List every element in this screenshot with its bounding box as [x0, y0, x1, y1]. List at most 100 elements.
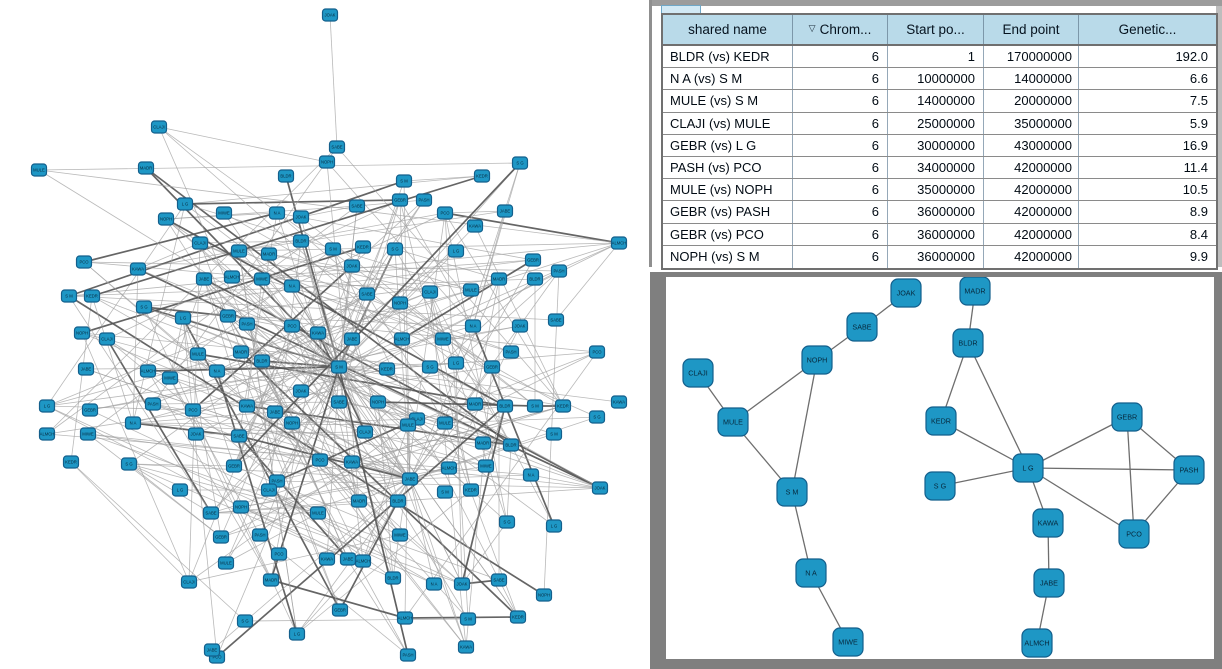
node-shape[interactable]	[77, 362, 95, 376]
network-node[interactable]: GEBR	[524, 253, 542, 267]
network-node[interactable]: L G	[447, 356, 465, 370]
network-node[interactable]: GEBR	[391, 193, 409, 207]
node-shape[interactable]	[331, 603, 349, 617]
node-shape[interactable]	[120, 457, 138, 471]
node-shape[interactable]	[73, 326, 91, 340]
node-shape[interactable]	[535, 588, 553, 602]
node-shape[interactable]	[399, 418, 417, 432]
node-shape[interactable]	[1012, 453, 1044, 483]
table-cell[interactable]: 42000000	[984, 223, 1079, 245]
node-shape[interactable]	[502, 345, 520, 359]
node-shape[interactable]	[232, 345, 250, 359]
node-shape[interactable]	[496, 204, 514, 218]
node-shape[interactable]	[399, 648, 417, 662]
node-shape[interactable]	[776, 477, 808, 507]
network-node[interactable]: CLAJI	[421, 285, 439, 299]
table-cell[interactable]: PASH (vs) PCO	[663, 156, 793, 179]
node-shape[interactable]	[260, 247, 278, 261]
table-cell[interactable]: 35000000	[888, 179, 984, 201]
node-shape[interactable]	[496, 399, 514, 413]
node-shape[interactable]	[1032, 508, 1064, 538]
table-row[interactable]: GEBR (vs) PCO 6 36000000 42000000 8.4	[663, 223, 1216, 246]
network-node[interactable]: S M	[545, 427, 563, 441]
network-node[interactable]: KAWA	[318, 552, 336, 566]
network-node[interactable]: S G	[386, 242, 404, 256]
network-node[interactable]: MADR	[466, 397, 484, 411]
node-shape[interactable]	[343, 259, 361, 273]
network-node[interactable]: MULE	[717, 407, 749, 437]
network-node[interactable]: MULE	[230, 244, 248, 258]
network-node[interactable]: MADR	[137, 161, 155, 175]
node-shape[interactable]	[473, 169, 491, 183]
node-shape[interactable]	[343, 455, 361, 469]
node-shape[interactable]	[212, 530, 230, 544]
node-shape[interactable]	[369, 395, 387, 409]
table-cell[interactable]: 6	[793, 156, 888, 179]
table-row[interactable]: GEBR (vs) L G 6 30000000 43000000 16.9	[663, 134, 1216, 157]
node-shape[interactable]	[350, 494, 368, 508]
node-shape[interactable]	[208, 364, 226, 378]
table-cell[interactable]: 170000000	[984, 46, 1079, 68]
node-shape[interactable]	[436, 206, 454, 220]
node-shape[interactable]	[588, 410, 606, 424]
node-shape[interactable]	[389, 494, 407, 508]
table-row[interactable]: GEBR (vs) PASH 6 36000000 42000000 8.9	[663, 201, 1216, 224]
node-shape[interactable]	[511, 156, 529, 170]
network-node[interactable]: NOPH	[391, 296, 409, 310]
table-cell[interactable]: 6	[793, 201, 888, 223]
network-node[interactable]: GEBR	[219, 309, 237, 323]
node-shape[interactable]	[253, 272, 271, 286]
network-node[interactable]: NOPH	[535, 588, 553, 602]
network-node[interactable]: PASH	[550, 264, 568, 278]
node-shape[interactable]	[268, 206, 286, 220]
network-node[interactable]: JABE	[496, 204, 514, 218]
network-node[interactable]: ALMCH	[38, 427, 56, 441]
network-edge[interactable]	[1126, 416, 1135, 535]
node-shape[interactable]	[425, 577, 443, 591]
network-node[interactable]: N A	[795, 558, 827, 588]
node-shape[interactable]	[384, 571, 402, 585]
network-node[interactable]: L G	[176, 197, 194, 211]
network-node[interactable]: S G	[236, 614, 254, 628]
network-node[interactable]: JOAK	[187, 427, 205, 441]
node-shape[interactable]	[378, 362, 396, 376]
network-node[interactable]: SABE	[202, 506, 220, 520]
node-shape[interactable]	[260, 483, 278, 497]
table-cell[interactable]: 35000000	[984, 112, 1079, 134]
network-node[interactable]: GEBR	[483, 360, 501, 374]
network-node[interactable]: NOPH	[157, 212, 175, 226]
node-shape[interactable]	[139, 364, 157, 378]
table-cell[interactable]: 10.5	[1182, 182, 1208, 198]
node-shape[interactable]	[62, 455, 80, 469]
node-shape[interactable]	[610, 236, 628, 250]
network-node[interactable]: S G	[588, 410, 606, 424]
network-node[interactable]: PASH	[144, 397, 162, 411]
node-shape[interactable]	[176, 197, 194, 211]
network-node[interactable]: ALMCH	[354, 554, 372, 568]
network-node[interactable]: MULE	[30, 163, 48, 177]
network-node[interactable]: KAWA	[343, 455, 361, 469]
network-node[interactable]: BLDR	[384, 571, 402, 585]
table-row[interactable]: MULE (vs) NOPH 6 35000000 42000000 10.5	[663, 179, 1216, 202]
node-shape[interactable]	[75, 255, 93, 269]
node-shape[interactable]	[524, 253, 542, 267]
column-header-end-point[interactable]: End point	[984, 15, 1079, 44]
network-node[interactable]: ALMCH	[223, 270, 241, 284]
column-header-start-point[interactable]: Start po...	[888, 15, 984, 44]
node-shape[interactable]	[421, 285, 439, 299]
network-node[interactable]: PCO	[1118, 519, 1150, 549]
node-shape[interactable]	[137, 161, 155, 175]
node-shape[interactable]	[343, 332, 361, 346]
network-node[interactable]: JOAK	[511, 319, 529, 333]
network-node[interactable]: N A	[464, 319, 482, 333]
network-node[interactable]: MIWE	[477, 459, 495, 473]
network-node[interactable]: BLDR	[292, 234, 310, 248]
node-shape[interactable]	[466, 397, 484, 411]
table-cell[interactable]: 6	[793, 245, 888, 268]
node-shape[interactable]	[157, 212, 175, 226]
node-shape[interactable]	[230, 244, 248, 258]
node-shape[interactable]	[391, 296, 409, 310]
node-shape[interactable]	[225, 459, 243, 473]
node-shape[interactable]	[309, 506, 327, 520]
table-cell[interactable]: 6	[793, 179, 888, 201]
